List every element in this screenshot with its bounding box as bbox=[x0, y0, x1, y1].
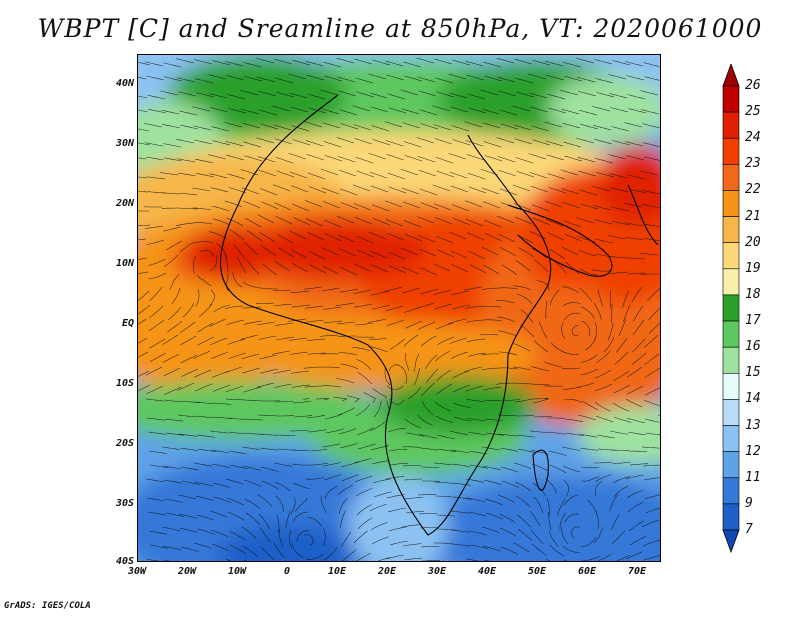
streamlines bbox=[138, 57, 660, 561]
map-panel bbox=[137, 54, 661, 562]
lat-label-10s: 10S bbox=[115, 378, 134, 389]
map-title: WBPT [C] and Sreamline at 850hPa, VT: 20… bbox=[37, 14, 763, 43]
colorbar-label: 16 bbox=[745, 339, 761, 355]
colorbar-label: 21 bbox=[745, 208, 761, 224]
colorbar-label: 19 bbox=[745, 260, 761, 276]
lon-label-40e: 40E bbox=[477, 566, 497, 577]
colorbar-label: 14 bbox=[745, 391, 761, 407]
colorbar-label: 22 bbox=[745, 182, 761, 198]
lat-label-30s: 30S bbox=[115, 498, 134, 509]
colorbar-label: 7 bbox=[745, 522, 753, 537]
colorbar-label: 17 bbox=[745, 313, 761, 329]
wbpt-color-field bbox=[138, 55, 660, 561]
colorbar-swatch bbox=[722, 216, 740, 244]
colorbar-swatches bbox=[722, 62, 740, 554]
lat-label-30n: 30N bbox=[115, 138, 134, 149]
colorbar-swatch bbox=[722, 425, 740, 452]
colorbar-swatch bbox=[722, 190, 740, 217]
lat-label-40n: 40N bbox=[115, 78, 134, 89]
colorbar-label: 9 bbox=[745, 495, 753, 511]
colorbar-swatch bbox=[722, 399, 740, 426]
lon-label-10e: 10E bbox=[327, 566, 347, 577]
colorbar-label: 24 bbox=[745, 130, 761, 146]
colorbar-label: 11 bbox=[745, 469, 761, 485]
colorbar-swatch bbox=[722, 320, 740, 348]
coastline bbox=[219, 94, 659, 536]
lat-label-20n: 20N bbox=[115, 198, 134, 209]
colorbar-label: 23 bbox=[745, 156, 761, 172]
lon-label-30e: 30E bbox=[427, 566, 447, 577]
colorbar-swatch bbox=[722, 242, 740, 270]
colorbar-swatch bbox=[722, 477, 740, 505]
colorbar-swatch bbox=[722, 346, 740, 374]
lon-label-10w: 10W bbox=[227, 566, 247, 577]
colorbar-swatch bbox=[722, 137, 740, 165]
lat-label-40s: 40S bbox=[115, 556, 134, 567]
colorbar-label: 15 bbox=[745, 365, 761, 381]
colorbar-swatch bbox=[722, 294, 740, 322]
colorbar-swatch bbox=[722, 451, 740, 479]
colorbar-label: 18 bbox=[745, 286, 761, 302]
lat-label-10n: 10N bbox=[115, 258, 134, 269]
lon-label-70e: 70E bbox=[627, 566, 647, 577]
colorbar-label: 20 bbox=[745, 234, 761, 250]
colorbar-top-arrow bbox=[722, 62, 740, 87]
colorbar-label: 25 bbox=[745, 104, 761, 120]
colorbar-swatch bbox=[722, 503, 740, 531]
lon-label-20e: 20E bbox=[377, 566, 397, 577]
colorbar-swatch bbox=[722, 268, 740, 296]
colorbar-swatch bbox=[722, 85, 740, 113]
lon-label-60e: 60E bbox=[577, 566, 597, 577]
colorbar-swatch bbox=[722, 372, 740, 400]
lon-label-0: 0 bbox=[283, 566, 291, 577]
lat-label-20s: 20S bbox=[115, 438, 134, 449]
lon-label-50e: 50E bbox=[527, 566, 547, 577]
lat-label-eq: EQ bbox=[121, 318, 134, 329]
map-canvas bbox=[138, 55, 660, 561]
lon-label-20w: 20W bbox=[177, 566, 197, 577]
colorbar-label: 26 bbox=[745, 78, 761, 93]
colorbar-swatch bbox=[722, 164, 740, 191]
colorbar: 26 25 24 23 22 21 20 19 18 17 16 15 14 13 12 11 9 7 bbox=[719, 62, 799, 564]
colorbar-bottom-arrow bbox=[722, 529, 740, 554]
lon-label-30w: 30W bbox=[127, 566, 147, 577]
colorbar-swatch bbox=[722, 111, 740, 139]
colorbar-label: 13 bbox=[745, 417, 761, 433]
colorbar-label: 12 bbox=[745, 443, 761, 459]
grads-credit: GrADS: IGES/COLA bbox=[4, 601, 91, 611]
